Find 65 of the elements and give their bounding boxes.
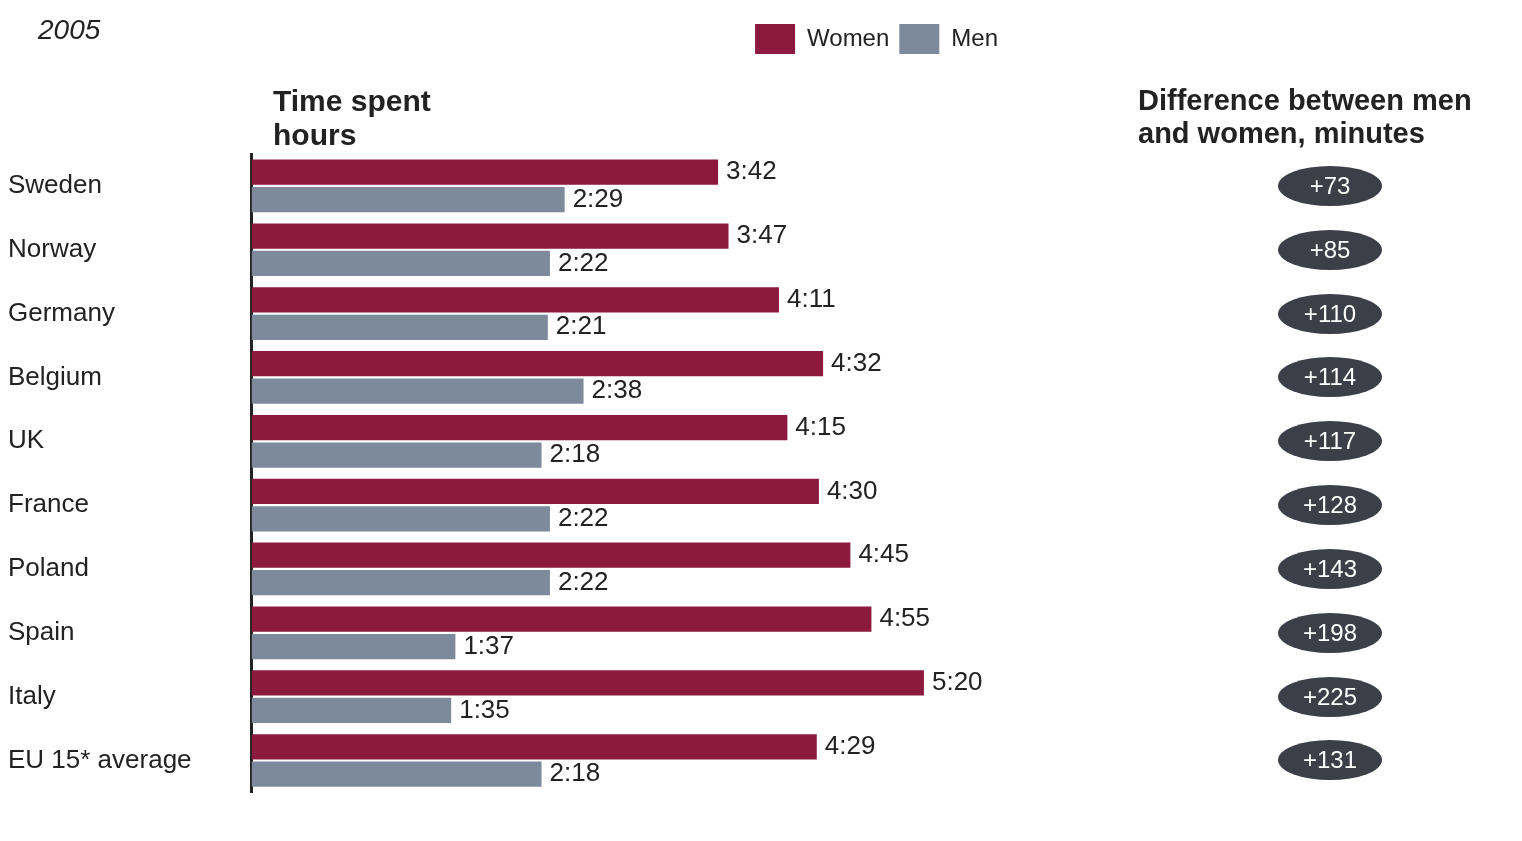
data-label: 2:22 bbox=[557, 565, 609, 596]
bar bbox=[251, 159, 719, 185]
y-tick-label: Germany bbox=[8, 296, 115, 327]
legend-label: Women bbox=[807, 23, 890, 51]
chart-title: 2005 bbox=[38, 14, 101, 46]
bar bbox=[251, 250, 550, 277]
y-tick-label: Italy bbox=[8, 679, 56, 710]
y-tick-label: UK bbox=[8, 424, 45, 455]
data-label: 2:18 bbox=[549, 757, 601, 788]
bar bbox=[251, 351, 824, 377]
text: +128 bbox=[1278, 485, 1382, 526]
text: +114 bbox=[1278, 357, 1382, 398]
bar bbox=[251, 506, 550, 532]
data-label: 2:22 bbox=[557, 502, 609, 533]
text: +198 bbox=[1278, 612, 1382, 653]
bar bbox=[251, 570, 550, 596]
bar bbox=[251, 606, 872, 632]
bar bbox=[251, 378, 584, 404]
data-label: 5:20 bbox=[931, 666, 983, 697]
data-label: 4:11 bbox=[786, 283, 836, 314]
data-label: 4:15 bbox=[795, 410, 846, 441]
y-tick-label: Spain bbox=[8, 615, 75, 646]
bar bbox=[251, 314, 548, 340]
text: Difference between men and women, minutes bbox=[1138, 84, 1473, 150]
bar bbox=[251, 761, 542, 787]
data-label: 4:29 bbox=[824, 729, 876, 760]
text: +73 bbox=[1278, 165, 1382, 206]
data-label: 4:45 bbox=[858, 538, 910, 569]
text: +110 bbox=[1278, 293, 1382, 334]
data-label: 2:18 bbox=[549, 438, 601, 469]
data-label: 4:32 bbox=[831, 346, 882, 377]
text: +85 bbox=[1278, 229, 1382, 270]
data-label: 2:29 bbox=[572, 182, 624, 213]
data-label: 1:37 bbox=[463, 629, 514, 660]
bar bbox=[251, 542, 851, 568]
text: +225 bbox=[1278, 676, 1382, 717]
data-label: 3:42 bbox=[726, 155, 777, 186]
data-label: 4:30 bbox=[826, 474, 878, 505]
bar bbox=[251, 187, 565, 213]
text: +143 bbox=[1278, 548, 1382, 589]
bar bbox=[251, 223, 729, 249]
data-label: 2:38 bbox=[591, 374, 643, 405]
data-label: 4:55 bbox=[879, 602, 931, 633]
text: +117 bbox=[1278, 421, 1382, 462]
legend-label: Men bbox=[951, 23, 998, 51]
y-tick-label: Belgium bbox=[8, 360, 102, 391]
bar bbox=[251, 697, 452, 723]
y-tick-label: Sweden bbox=[8, 169, 102, 200]
text: +131 bbox=[1278, 740, 1382, 781]
bar bbox=[251, 414, 788, 441]
data-label: 2:22 bbox=[557, 246, 609, 277]
bar bbox=[251, 670, 924, 696]
bar bbox=[251, 734, 817, 760]
bar bbox=[251, 633, 456, 660]
y-tick-label: Poland bbox=[8, 552, 89, 583]
bar bbox=[251, 287, 779, 313]
bar bbox=[251, 478, 819, 505]
y-tick-label: France bbox=[8, 488, 89, 519]
data-label: 2:21 bbox=[555, 310, 607, 341]
bar bbox=[251, 442, 542, 468]
x-axis-title: Time spent hours bbox=[273, 84, 432, 152]
data-label: 1:35 bbox=[459, 693, 510, 724]
data-label: 3:47 bbox=[736, 219, 788, 250]
y-tick-label: EU 15* average bbox=[8, 743, 192, 774]
y-tick-label: Norway bbox=[8, 232, 97, 263]
